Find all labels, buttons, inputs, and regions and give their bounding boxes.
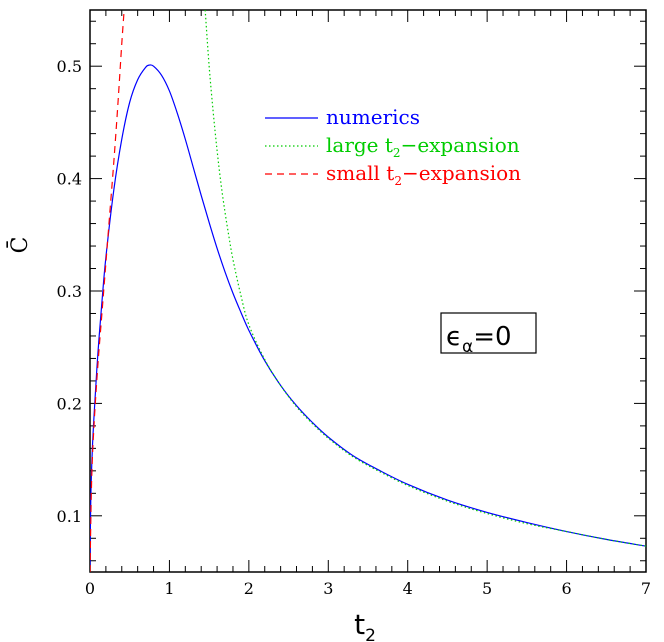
annotation-text: ϵα=0 — [446, 322, 512, 357]
y-tick-label: 0.2 — [57, 394, 82, 413]
x-tick-label: 7 — [641, 579, 651, 598]
x-axis-label: t2 — [354, 608, 376, 642]
x-tick-label: 1 — [164, 579, 174, 598]
y-tick-label: 0.1 — [57, 507, 82, 526]
series-line-2 — [90, 10, 125, 572]
legend-label-large: large t2−expansion — [326, 133, 520, 160]
legend-label-small: small t2−expansion — [326, 161, 521, 188]
y-tick-label: 0.3 — [57, 282, 82, 301]
legend-label-numerics: numerics — [326, 105, 420, 129]
x-tick-label: 0 — [85, 579, 95, 598]
annotation-epsilon: ϵα=0 — [440, 312, 537, 357]
x-tick-label: 4 — [403, 579, 413, 598]
axis-ticks — [89, 10, 647, 572]
x-tick-label: 3 — [323, 579, 333, 598]
x-tick-label: 2 — [244, 579, 254, 598]
x-tick-label: 5 — [482, 579, 492, 598]
y-axis-label: C̄ — [6, 237, 33, 254]
series-lines — [90, 10, 646, 572]
plot-frame — [89, 9, 647, 573]
x-tick-label: 6 — [561, 579, 571, 598]
series-line-1 — [204, 10, 646, 547]
annotation-box — [440, 312, 537, 354]
y-tick-label: 0.4 — [57, 170, 82, 189]
axis-tick-labels: 0 1 2 3 4 5 6 7 0.1 0.2 0.3 0.4 0.5 — [57, 57, 652, 598]
legend: numerics large t2−expansion small t2−exp… — [265, 105, 521, 188]
y-tick-label: 0.5 — [57, 57, 82, 76]
